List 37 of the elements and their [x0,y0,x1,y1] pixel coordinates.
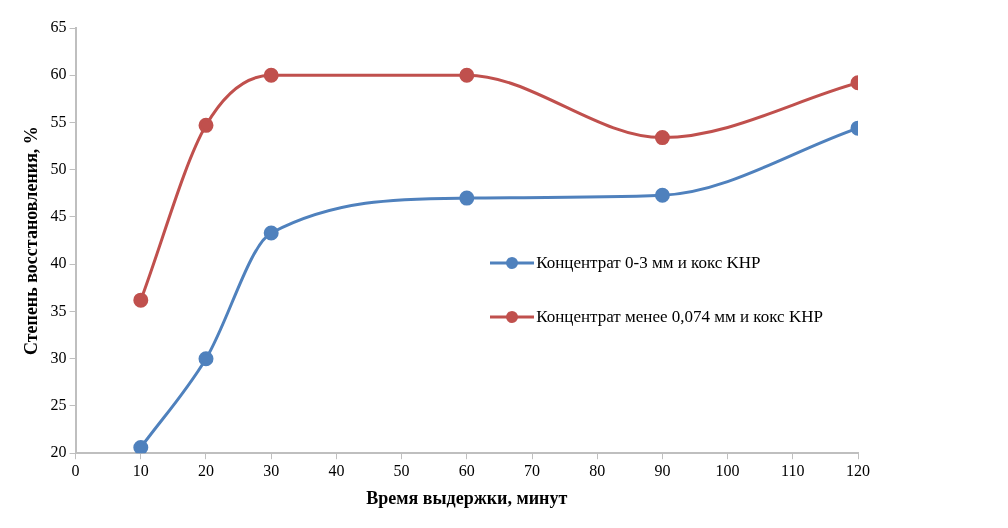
point [198,117,214,133]
x-tick-label: 120 [846,462,870,479]
point [198,351,214,367]
legend-label: Концентрат 0-3 мм и кокс KHP [536,253,761,274]
y-tick-label: 65 [50,18,67,36]
x-axis-title: Время выдержки, минут [366,487,568,508]
y-tick-label: 35 [50,301,67,319]
y-tick-label: 45 [50,207,67,225]
point [263,67,279,83]
x-tick-label: 10 [132,462,149,479]
y-tick-label: 30 [50,348,67,366]
y-axis-title: Степень восстановления, % [21,126,42,356]
point [654,187,670,203]
point [459,190,475,206]
x-tick-label: 0 [71,462,80,479]
point [459,67,475,83]
x-tick-label: 20 [198,462,214,479]
x-tick-label: 110 [781,462,805,479]
y-tick-label: 50 [50,159,67,177]
point [654,130,670,146]
x-tick-label: 100 [715,462,740,479]
x-tick-label: 40 [328,462,345,479]
point [133,440,149,454]
y-tick-label: 20 [50,443,67,461]
x-tick-label: 60 [458,462,475,479]
legend-label: Концентрат менее 0,074 мм и кокс KHP [536,307,823,328]
y-tick-label: 25 [50,396,67,414]
x-tick-label: 30 [263,462,280,479]
y-tick-label: 55 [50,112,67,130]
x-tick-label: 70 [524,462,540,479]
x-tick-label: 80 [589,462,606,479]
point [133,292,149,308]
x-tick-label: 90 [654,462,671,479]
x-tick-label: 50 [393,462,410,479]
y-tick-label: 40 [50,254,67,272]
point [263,225,279,241]
y-tick-label: 60 [50,65,67,83]
